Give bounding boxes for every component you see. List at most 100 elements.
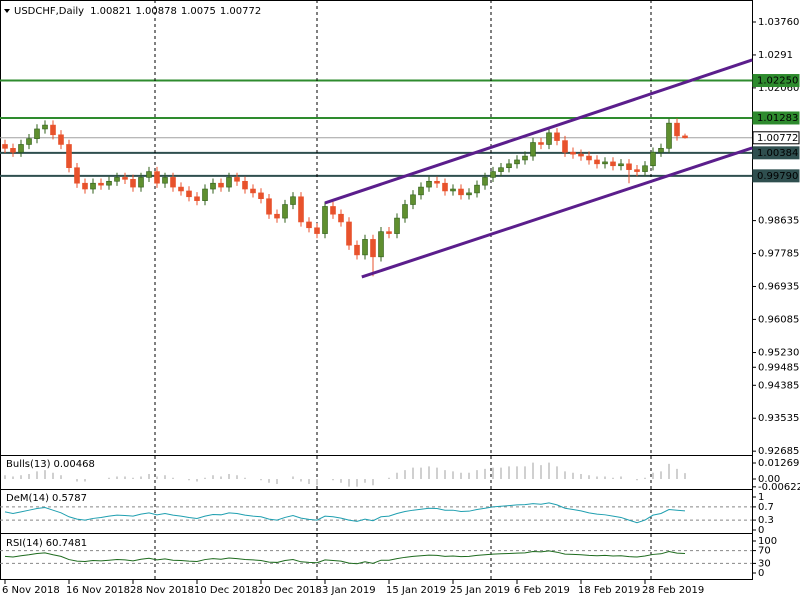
channel-line [324,58,753,205]
candle-body [658,148,664,153]
candle-body [2,144,8,149]
candle-body [226,177,232,188]
candle-body [482,177,488,186]
candle-body [426,180,432,188]
y-tick-label: 0.01269 [758,458,799,469]
candle-body [570,151,576,155]
candle-body [514,159,520,165]
candle-body [194,196,200,201]
candle-body [450,188,456,192]
candle-body [498,167,504,172]
candle-body [586,155,592,161]
menu-arrow[interactable] [4,9,10,13]
y-tick-label: 0.97785 [758,249,799,260]
candle-body [106,180,112,186]
candle-body [562,140,568,153]
indicator-label: DeM(14) 0.5787 [6,493,87,504]
candle-body [146,171,152,178]
y-tick-label: 30 [758,558,771,569]
x-tick-label: 6 Nov 2018 [2,585,60,596]
candle-body [18,144,24,153]
candle-body [666,122,672,149]
y-tick-label: 0.7 [758,502,774,513]
y-tick-label: 0.95230 [758,348,799,359]
y-tick-label: 0.96085 [758,314,799,325]
candle-body [506,163,512,169]
candle-body [210,182,216,190]
candle-body [26,138,32,145]
plot-frame [0,0,753,580]
candle-body [554,132,560,141]
x-tick-label: 25 Jan 2019 [450,585,510,596]
candle-body [186,190,192,198]
candle-body [394,217,400,234]
candle-body [578,153,584,157]
channel-line [361,146,753,279]
candle-body [602,161,608,165]
indicator-name: DeM(14) [6,493,49,504]
candle-body [82,182,88,190]
y-tick-label: 0.92685 [758,446,799,457]
candle-body [610,161,616,167]
candle-body [458,188,464,196]
y-tick-label: 0.98635 [758,216,799,227]
candle-body [114,177,120,182]
candle-body [490,171,496,178]
price-level-label: 1.00384 [757,148,798,159]
candle-body [74,167,80,184]
candle-body [274,213,280,219]
candle-body [154,171,160,184]
candle-body [538,142,544,145]
candle-body [66,144,72,169]
candle-body [642,165,648,172]
y-tick-label: 1.02060 [758,83,799,94]
indicator-name: Bulls(13) [6,459,51,470]
candle-body [58,134,64,145]
candle-body [90,182,96,190]
price-level-label: 0.99790 [757,171,798,182]
candle-body [474,184,480,194]
x-tick-label: 3 Jan 2019 [322,585,376,596]
indicator-value: 60.7481 [46,538,87,549]
candle-body [306,221,312,229]
y-tick-label: 0.94385 [758,380,799,391]
candle-body [266,198,272,215]
y-tick-label: -0.00622 [758,482,800,493]
candle-body [546,132,552,145]
price-level-box [752,74,800,88]
indicator-line [4,502,686,524]
candle-body [354,244,360,256]
candle-body [338,213,344,223]
price-level-box [752,146,800,160]
candle-body [130,179,136,188]
indicator-value: 0.5787 [52,493,87,504]
candle-body [330,206,336,215]
candle-body [530,142,536,157]
x-tick-label: 16 Nov 2018 [66,585,130,596]
y-tick-label: 0.99485 [758,362,799,373]
candle-body [202,188,208,201]
candle-body [634,169,640,172]
candle-body [178,186,184,192]
chart-header: USDCHF,Daily 1.00821 1.00878 1.0075 1.00772 [14,6,261,17]
y-tick-label: 0 [758,525,764,536]
candle-body [34,128,40,139]
candle-body [290,196,296,205]
indicator-label: RSI(14) 60.7481 [6,538,87,549]
x-tick-label: 10 Dec 2018 [194,585,258,596]
y-tick-label: 0.96935 [758,281,799,292]
candle-body [674,122,680,137]
candle-body [242,180,248,190]
y-tick-label: 0.93535 [758,413,799,424]
candle-body [522,155,528,161]
candle-body [650,151,656,167]
candle-body [322,206,328,234]
candle-body [42,124,48,130]
price-level-box [752,111,800,125]
candle-body [122,177,128,180]
candle-body [234,177,240,182]
candle-body [170,177,176,188]
y-tick-label: 100 [758,536,777,547]
candle-body [218,182,224,188]
